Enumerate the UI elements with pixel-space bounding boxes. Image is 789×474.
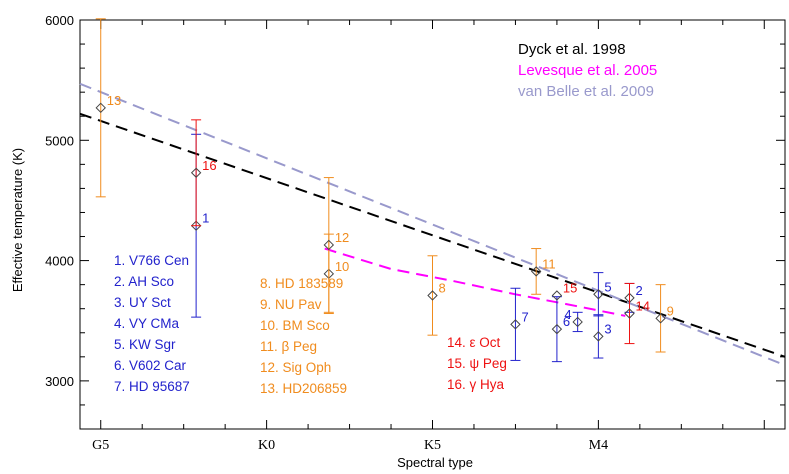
star-label: 3 <box>604 321 611 336</box>
star-point-15: 15 <box>551 280 577 301</box>
star-label: 4 <box>564 307 571 322</box>
star-label: 7 <box>521 309 528 324</box>
star-list-item: 11. β Peg <box>260 339 317 354</box>
star-list-item: 6. V602 Car <box>114 358 187 373</box>
y-tick-label: 5000 <box>45 133 74 148</box>
star-label: 13 <box>107 93 121 108</box>
legend-entry-3: van Belle et al. 2009 <box>518 83 654 100</box>
diamond-marker <box>190 220 202 231</box>
star-point-5: 5 <box>593 272 612 317</box>
star-point-3: 3 <box>593 314 612 359</box>
star-list-item: 4. VY CMa <box>114 316 180 331</box>
star-list-item: 15. ψ Peg <box>447 356 507 371</box>
series-line-1 <box>79 112 786 358</box>
star-list-item: 10. BM Sco <box>260 318 330 333</box>
diamond-marker <box>323 239 335 251</box>
diamond-marker <box>510 319 521 330</box>
diamond-marker <box>655 313 666 324</box>
diamond-marker <box>551 323 563 335</box>
star-point-8: 8 <box>427 255 446 336</box>
star-label: 10 <box>335 259 349 274</box>
y-tick-label: 6000 <box>45 13 74 28</box>
legend: Dyck et al. 1998 Levesque et al. 2005 van … <box>518 41 657 100</box>
star-label: 1 <box>202 211 209 226</box>
star-list-item: 8. HD 183589 <box>260 276 343 291</box>
star-point-7: 7 <box>510 287 529 361</box>
diamond-marker <box>190 167 202 178</box>
y-axis-label: Effective temperature (K) <box>10 148 25 292</box>
star-list-item: 3. UY Sct <box>114 295 171 310</box>
star-list-item: 7. HD 95687 <box>114 379 190 394</box>
x-tick-label: K5 <box>424 438 441 453</box>
diamond-marker <box>551 290 563 301</box>
plot-frame-layer: 3000 4000 5000 6000 G5 K0 K5 M4 <box>45 13 786 453</box>
star-point-16: 16 <box>190 119 217 227</box>
star-label: 16 <box>202 158 216 173</box>
star-list-item: 12. Sig Oph <box>260 360 331 375</box>
diamond-marker <box>427 290 438 301</box>
star-list-item: 2. AH Sco <box>114 274 174 289</box>
star-point-11: 11 <box>530 248 556 295</box>
legend-entry-2: Levesque et al. 2005 <box>518 62 657 79</box>
star-list-item: 5. KW Sgr <box>114 337 176 352</box>
star-list: 1. V766 Cen 2. AH Sco 3. UY Sct 4. VY CMa 5.… <box>114 253 507 396</box>
x-tick-label: K0 <box>258 438 275 453</box>
diamond-marker <box>593 331 604 342</box>
y-tick-label: 3000 <box>45 374 74 389</box>
star-label: 6 <box>563 314 570 329</box>
star-point-10: 10 <box>323 233 349 315</box>
star-list-item: 9. NU Pav <box>260 297 322 312</box>
star-label: 12 <box>335 230 349 245</box>
star-label: 9 <box>667 303 674 318</box>
y-tick-label: 4000 <box>45 254 74 269</box>
star-point-6: 6 <box>551 296 570 363</box>
star-point-9: 9 <box>655 284 674 353</box>
star-label: 2 <box>635 283 642 298</box>
diamond-marker <box>530 266 542 277</box>
star-list-item: 16. γ Hya <box>447 377 505 392</box>
series-line-2 <box>324 247 626 317</box>
diamond-marker <box>572 316 583 328</box>
star-label: 14 <box>635 299 649 314</box>
star-label: 5 <box>604 279 611 294</box>
x-tick-label: G5 <box>92 438 109 453</box>
diamond-marker <box>624 308 635 319</box>
star-label: 8 <box>439 280 446 295</box>
star-point-4: 4 <box>564 307 583 333</box>
diamond-marker <box>95 102 106 114</box>
fit-lines-layer <box>79 82 786 367</box>
star-point-14: 14 <box>624 282 650 345</box>
star-label: 15 <box>563 280 577 295</box>
series-line-3 <box>79 82 786 367</box>
diamond-marker <box>593 289 604 300</box>
star-list-item: 14. ε Oct <box>447 335 501 350</box>
star-list-item: 13. HD206859 <box>260 381 347 396</box>
legend-entry-1: Dyck et al. 1998 <box>518 41 626 58</box>
star-label: 11 <box>542 256 556 271</box>
star-point-12: 12 <box>323 177 349 313</box>
star-point-13: 13 <box>95 18 121 198</box>
x-axis-label: Spectral type <box>397 455 473 470</box>
x-tick-label: M4 <box>589 438 608 453</box>
star-list-item: 1. V766 Cen <box>114 253 189 268</box>
